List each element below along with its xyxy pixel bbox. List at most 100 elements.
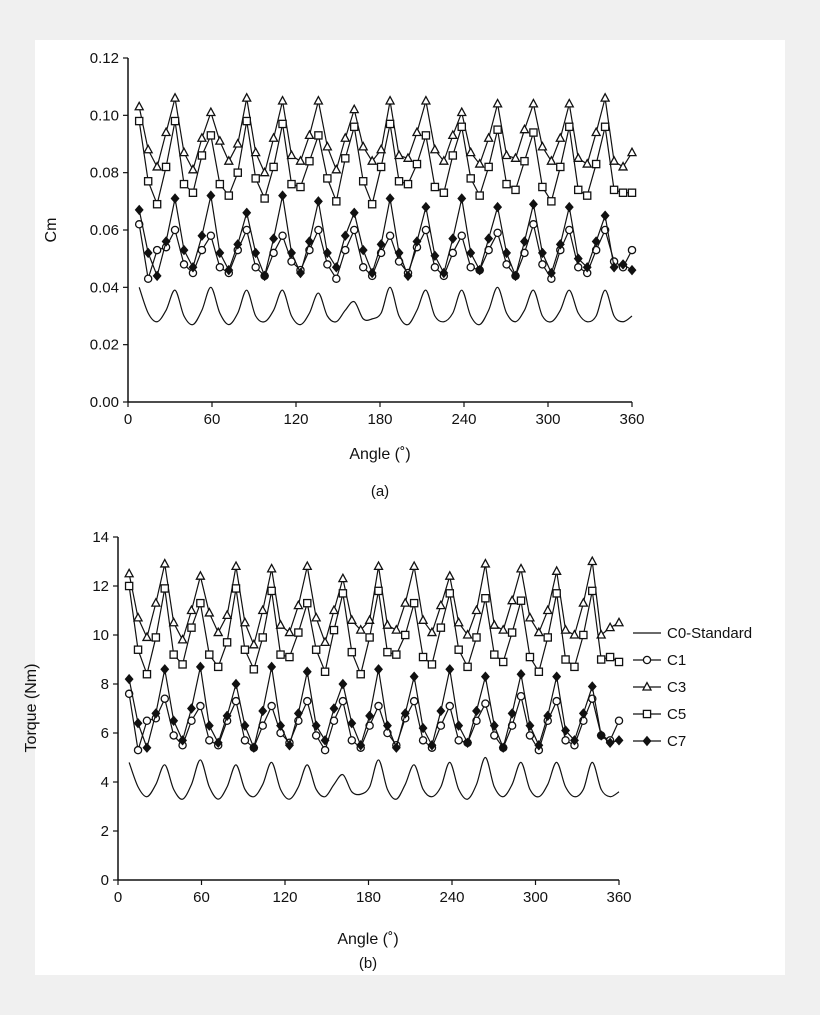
triangle-marker <box>239 616 251 627</box>
series-c5 <box>134 116 637 209</box>
triangle-marker <box>528 98 539 108</box>
triangle-marker <box>537 141 548 151</box>
triangle-marker <box>313 95 324 105</box>
circle-marker <box>134 220 144 229</box>
triangle-marker <box>295 155 306 165</box>
triangle-marker <box>124 567 135 578</box>
x-tick-label: 180 <box>367 411 392 428</box>
diamond-marker <box>600 210 610 221</box>
circle-marker <box>502 260 511 269</box>
diamond-marker <box>498 742 508 753</box>
diamond-marker <box>151 708 161 719</box>
triangle-marker <box>524 612 536 622</box>
diamond-marker <box>400 708 410 719</box>
diamond-marker <box>170 193 180 204</box>
legend-square-marker <box>642 709 652 719</box>
square-marker <box>498 657 508 667</box>
diamond-marker <box>463 737 473 748</box>
diamond-marker <box>502 247 512 259</box>
x-tick-label: 360 <box>619 411 644 428</box>
circle-marker <box>242 225 251 235</box>
square-marker <box>579 630 588 640</box>
triangle-marker <box>411 126 423 137</box>
square-marker <box>421 131 431 140</box>
square-marker <box>529 128 538 137</box>
triangle-marker <box>400 597 411 607</box>
triangle-marker <box>358 141 369 151</box>
square-marker <box>170 116 180 126</box>
square-marker <box>556 162 565 172</box>
triangle-marker <box>456 106 467 117</box>
square-marker <box>205 650 214 659</box>
triangle-marker <box>555 132 566 142</box>
diamond-marker <box>178 735 188 746</box>
square-marker <box>240 645 250 654</box>
diamond-marker <box>187 703 196 714</box>
x-tick-label: 300 <box>523 889 548 906</box>
diamond-marker <box>134 204 144 216</box>
circle-marker <box>320 745 330 755</box>
square-marker <box>258 633 267 642</box>
diamond-marker <box>251 247 261 259</box>
square-marker <box>134 116 144 126</box>
triangle-marker <box>250 146 261 157</box>
diamond-marker <box>240 720 250 731</box>
square-marker <box>463 662 472 672</box>
triangle-marker <box>438 155 449 165</box>
diamond-marker <box>269 233 279 244</box>
diamond-marker <box>403 270 413 282</box>
square-marker <box>249 665 259 674</box>
diamond-marker <box>561 725 571 736</box>
triangle-marker <box>349 103 360 114</box>
x-tick-label: 60 <box>204 411 221 428</box>
diamond-marker <box>278 190 288 201</box>
y-tick-label: 0 <box>101 872 109 889</box>
y-tick-label: 10 <box>92 627 109 644</box>
triangle-marker <box>331 164 342 174</box>
square-marker <box>320 667 330 677</box>
circle-marker <box>627 245 637 255</box>
y-tick-label: 0.00 <box>90 394 119 411</box>
circle-marker <box>206 231 216 240</box>
diamond-marker <box>445 664 455 675</box>
diamond-marker <box>466 247 476 259</box>
square-marker <box>412 159 422 169</box>
triangle-marker <box>600 92 611 102</box>
diamond-marker <box>582 262 592 273</box>
square-marker <box>418 652 428 662</box>
circle-marker <box>349 225 359 235</box>
triangle-marker <box>177 634 188 644</box>
square-marker <box>493 125 502 134</box>
square-marker <box>439 188 449 197</box>
square-marker <box>472 633 481 642</box>
square-marker <box>561 655 570 664</box>
square-marker <box>169 650 178 659</box>
circle-marker <box>552 696 561 706</box>
triangle-marker <box>275 619 286 629</box>
square-marker <box>376 162 386 172</box>
circle-marker <box>314 225 323 235</box>
diamond-marker <box>296 267 305 279</box>
triangle-marker <box>195 570 206 580</box>
square-marker <box>445 589 455 598</box>
circle-marker <box>418 736 428 745</box>
triangle-marker <box>402 152 414 162</box>
triangle-marker <box>277 95 288 105</box>
diamond-marker <box>493 201 503 213</box>
triangle-marker <box>420 95 432 105</box>
triangle-marker <box>564 98 575 108</box>
circle-marker <box>409 696 419 706</box>
diamond-marker <box>302 666 312 677</box>
legend-label: C5 <box>667 706 686 723</box>
y-tick-label: 0.06 <box>90 222 119 239</box>
triangle-marker <box>328 604 340 615</box>
square-marker <box>161 162 171 172</box>
legend-label: C0-Standard <box>667 625 752 642</box>
square-marker <box>430 182 440 192</box>
triangle-marker <box>160 126 172 137</box>
triangle-marker <box>617 161 629 171</box>
diamond-marker <box>320 735 330 746</box>
triangle-marker <box>507 594 518 605</box>
triangle-marker <box>542 604 553 615</box>
circle-marker <box>529 220 538 229</box>
